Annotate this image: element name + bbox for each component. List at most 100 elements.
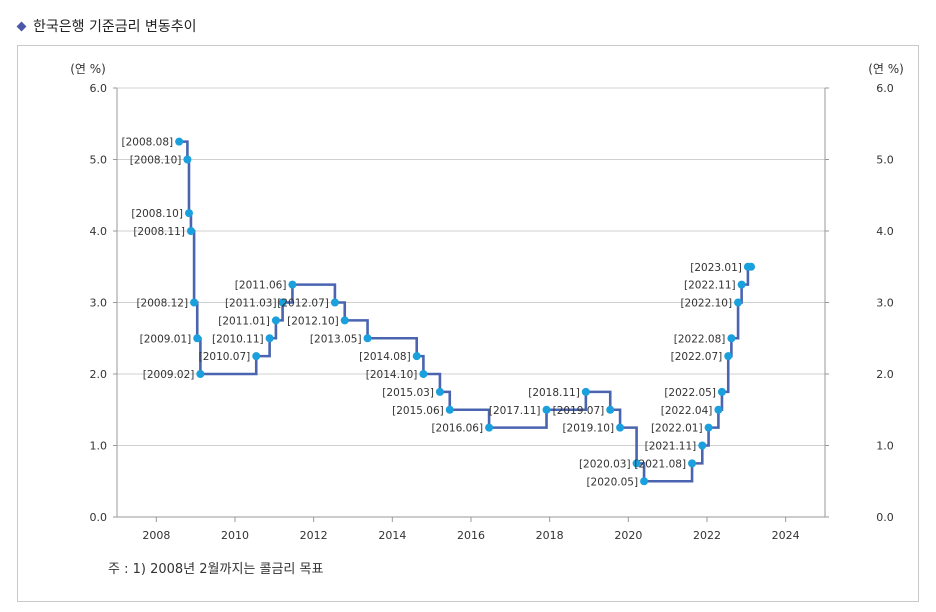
data-label: [2016.06] xyxy=(431,423,483,435)
data-label: [2022.05] xyxy=(664,387,716,399)
x-tick-label: 2016 xyxy=(457,529,485,542)
data-marker xyxy=(419,370,428,378)
x-tick-label: 2012 xyxy=(300,529,328,542)
data-label: [2022.07] xyxy=(671,351,723,363)
data-marker xyxy=(688,459,697,468)
data-marker xyxy=(485,423,494,432)
data-marker xyxy=(714,405,723,414)
x-tick-label: 2020 xyxy=(614,529,642,542)
data-marker xyxy=(183,155,192,164)
data-marker xyxy=(435,387,444,396)
data-label: [2008.10] xyxy=(131,208,183,220)
y-tick-label-right: 2.0 xyxy=(876,368,894,381)
data-marker xyxy=(727,334,736,343)
x-tick-label: 2018 xyxy=(536,529,564,542)
x-tick-label: 2022 xyxy=(693,529,721,542)
data-marker xyxy=(252,352,261,361)
y-tick-label-left: 5.0 xyxy=(90,154,108,167)
y-tick-label-right: 5.0 xyxy=(876,154,894,167)
data-marker xyxy=(698,441,707,450)
data-label: [2008.08] xyxy=(122,137,174,149)
data-marker xyxy=(186,227,195,235)
data-marker xyxy=(196,370,205,378)
data-marker xyxy=(737,280,746,289)
y-tick-label-left: 6.0 xyxy=(90,82,108,95)
data-label: [2017.11] xyxy=(489,405,541,417)
y-tick-label-right: 3.0 xyxy=(876,297,894,310)
data-markers xyxy=(175,137,756,486)
y-tick-label-left: 0.0 xyxy=(90,511,108,524)
y-axis-label-left: (연 %) xyxy=(70,62,106,76)
y-tick-label-left: 3.0 xyxy=(90,297,108,310)
data-label: [2019.10] xyxy=(562,423,614,435)
y-tick-label-left: 4.0 xyxy=(90,225,108,238)
data-marker xyxy=(330,298,339,307)
data-marker xyxy=(734,298,743,307)
data-label: [2009.02] xyxy=(143,369,195,381)
data-label: [2013.05] xyxy=(310,333,362,345)
data-label: [2011.03] xyxy=(225,298,277,310)
data-marker xyxy=(193,334,202,343)
data-label: [2022.01] xyxy=(651,423,703,435)
data-label: [2019.07] xyxy=(553,405,605,417)
y-tick-label-left: 1.0 xyxy=(90,440,108,453)
data-marker xyxy=(175,137,184,146)
data-marker xyxy=(606,405,615,414)
data-label: [2011.06] xyxy=(235,280,287,292)
data-label: [2022.11] xyxy=(684,280,736,292)
y-axis-label-right: (연 %) xyxy=(868,62,904,76)
data-label: [2021.08] xyxy=(634,458,686,470)
data-label: [2015.06] xyxy=(392,405,444,417)
data-label: [2022.04] xyxy=(661,405,713,417)
data-label: [2022.10] xyxy=(680,298,732,310)
chart-panel xyxy=(17,45,919,602)
data-marker xyxy=(445,405,454,414)
data-label: [2015.03] xyxy=(382,387,434,399)
data-label: [2008.11] xyxy=(133,226,185,238)
gridlines xyxy=(117,87,825,446)
data-label: [2020.05] xyxy=(586,476,638,488)
data-marker xyxy=(581,387,590,396)
data-label: [2009.01] xyxy=(140,333,192,345)
x-tick-label: 2014 xyxy=(378,529,406,542)
y-tick-label-right: 1.0 xyxy=(876,440,894,453)
data-marker xyxy=(184,209,193,218)
data-marker xyxy=(288,280,297,289)
data-label: [2014.08] xyxy=(359,351,411,363)
data-marker xyxy=(265,334,274,343)
data-marker xyxy=(190,298,199,307)
data-label: [2012.10] xyxy=(287,315,339,327)
chart-heading: 한국은행 기준금리 변동추이 xyxy=(14,14,196,38)
data-label: [2008.12] xyxy=(136,298,188,310)
x-tick-label: 2024 xyxy=(772,529,800,542)
data-marker xyxy=(363,334,372,343)
data-marker xyxy=(278,298,287,307)
y-tick-label-right: 0.0 xyxy=(876,511,894,524)
data-label: [2021.11] xyxy=(645,441,697,453)
footnote: 주 : 1) 2008년 2월까지는 콜금리 목표 xyxy=(108,562,324,577)
rate-step-line xyxy=(179,140,752,483)
data-label: [2012.07] xyxy=(277,298,329,310)
data-marker xyxy=(724,352,733,361)
data-label: [2008.10] xyxy=(130,155,182,167)
data-label: [2011.01] xyxy=(218,315,270,327)
data-marker xyxy=(616,423,625,432)
data-label: [2023.01] xyxy=(690,262,742,274)
y-tick-label-right: 4.0 xyxy=(876,225,894,238)
data-label: [2022.08] xyxy=(674,333,726,345)
chart-title: 한국은행 기준금리 변동추이 xyxy=(33,19,197,35)
y-tick-label-right: 6.0 xyxy=(876,82,894,95)
data-marker xyxy=(412,352,421,361)
data-labels: [2008.08] [2008.10] [2008.10] [2008.11] [200… xyxy=(122,137,742,489)
data-label: [2010.11] xyxy=(212,333,264,345)
data-marker xyxy=(704,423,713,432)
data-marker xyxy=(640,477,649,486)
data-marker xyxy=(340,316,349,325)
data-marker xyxy=(717,387,726,396)
tick-labels: 0.0 0.0 1.0 1.0 2.0 2.0 3.0 3.0 4.0 4.0 5.0 5.0 6.0 6… xyxy=(90,82,894,542)
y-tick-label-left: 2.0 xyxy=(90,368,108,381)
data-marker xyxy=(632,459,641,468)
data-label: [2014.10] xyxy=(366,369,418,381)
data-marker-end xyxy=(747,262,756,271)
